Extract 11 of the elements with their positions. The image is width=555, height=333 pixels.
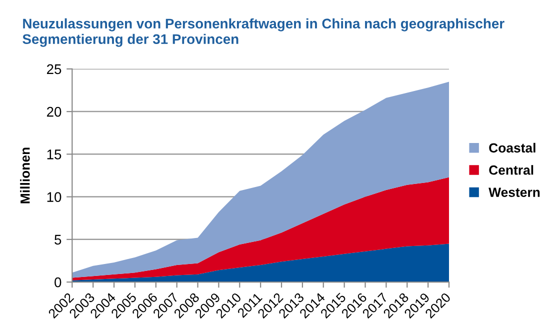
y-tick-label: 5 — [54, 234, 62, 245]
y-tick-label: 0 — [54, 277, 62, 288]
y-axis-title: Millionen — [20, 148, 30, 204]
chart-title: Neuzulassungen von Personenkraftwagen in China nach geographischer Segmentierung der 31 Provincen — [22, 18, 504, 47]
legend-label: Central — [489, 165, 534, 175]
y-tick-label: 25 — [46, 64, 62, 74]
y-tick-label: 10 — [47, 192, 62, 202]
legend-label: Western — [488, 188, 540, 197]
legend-label: Coastal — [489, 142, 536, 153]
y-tick-label: 20 — [46, 106, 62, 117]
y-tick-label: 15 — [47, 150, 62, 160]
